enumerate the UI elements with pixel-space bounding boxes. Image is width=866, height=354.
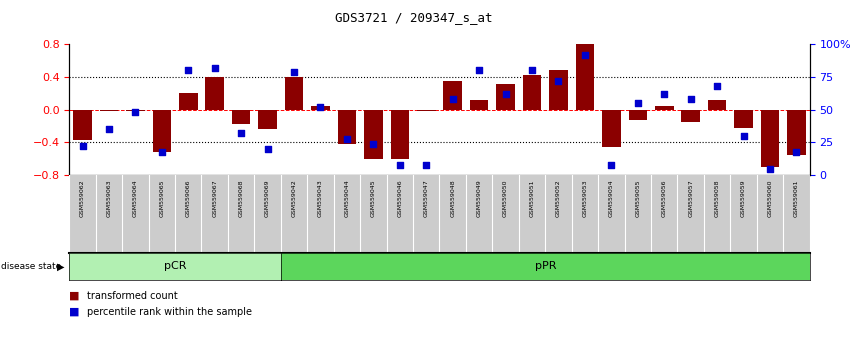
Text: GDS3721 / 209347_s_at: GDS3721 / 209347_s_at: [335, 11, 492, 24]
Bar: [443, 81, 462, 110]
Bar: [258, 110, 277, 129]
Bar: [391, 110, 409, 159]
Point: [472, 68, 486, 73]
Point: [128, 109, 142, 115]
Text: GSM559063: GSM559063: [107, 179, 112, 217]
Bar: [205, 77, 224, 110]
Bar: [364, 110, 383, 159]
Text: GSM559056: GSM559056: [662, 179, 667, 217]
Bar: [470, 100, 488, 110]
Text: GSM559050: GSM559050: [503, 179, 508, 217]
Point: [631, 101, 645, 106]
Point: [763, 166, 777, 172]
Bar: [100, 110, 118, 112]
Bar: [761, 110, 779, 167]
Bar: [179, 93, 197, 110]
Point: [313, 104, 327, 110]
Bar: [496, 84, 515, 110]
Point: [261, 146, 275, 152]
Text: GSM559052: GSM559052: [556, 179, 561, 217]
Point: [288, 69, 301, 75]
Text: GSM559061: GSM559061: [794, 179, 799, 217]
Text: GSM559064: GSM559064: [132, 179, 138, 217]
Text: GSM559065: GSM559065: [159, 179, 165, 217]
Text: GSM559055: GSM559055: [636, 179, 640, 217]
Bar: [655, 105, 674, 110]
Point: [710, 83, 724, 89]
Bar: [232, 110, 250, 125]
Bar: [708, 100, 727, 110]
Bar: [285, 77, 303, 110]
Bar: [549, 70, 568, 110]
Point: [234, 131, 248, 136]
Point: [155, 149, 169, 154]
Text: GSM559053: GSM559053: [583, 179, 587, 217]
Bar: [734, 110, 753, 128]
Text: GSM559048: GSM559048: [450, 179, 456, 217]
Text: percentile rank within the sample: percentile rank within the sample: [87, 307, 252, 316]
Point: [790, 149, 804, 154]
Text: disease state: disease state: [1, 262, 61, 271]
Bar: [74, 110, 92, 140]
Text: ■: ■: [69, 307, 80, 316]
Bar: [682, 110, 700, 122]
Text: GSM559043: GSM559043: [318, 179, 323, 217]
Text: ■: ■: [69, 291, 80, 301]
Point: [181, 68, 195, 73]
Text: pPR: pPR: [534, 261, 556, 272]
Point: [552, 78, 565, 84]
Text: GSM559051: GSM559051: [529, 179, 534, 217]
Point: [578, 52, 591, 58]
Text: GSM559045: GSM559045: [371, 179, 376, 217]
Text: GSM559054: GSM559054: [609, 179, 614, 217]
Text: GSM559058: GSM559058: [714, 179, 720, 217]
Bar: [602, 110, 621, 147]
Text: GSM559069: GSM559069: [265, 179, 270, 217]
Text: GSM559044: GSM559044: [345, 179, 350, 217]
Point: [393, 162, 407, 167]
Point: [102, 127, 116, 132]
Text: ▶: ▶: [57, 261, 65, 272]
Point: [366, 141, 380, 147]
Bar: [787, 110, 805, 155]
Point: [657, 91, 671, 97]
Text: GSM559060: GSM559060: [767, 179, 772, 217]
Text: GSM559049: GSM559049: [476, 179, 481, 217]
Point: [446, 96, 460, 102]
Text: GSM559057: GSM559057: [688, 179, 693, 217]
Point: [604, 162, 618, 167]
Text: transformed count: transformed count: [87, 291, 178, 301]
Point: [525, 68, 539, 73]
Bar: [629, 110, 647, 120]
Text: GSM559066: GSM559066: [186, 179, 191, 217]
Text: GSM559068: GSM559068: [239, 179, 243, 217]
Bar: [523, 75, 541, 110]
Point: [684, 96, 698, 102]
Bar: [152, 110, 171, 152]
Point: [737, 133, 751, 139]
Point: [419, 162, 433, 167]
Text: GSM559047: GSM559047: [423, 179, 429, 217]
Bar: [126, 110, 145, 112]
Text: GSM559067: GSM559067: [212, 179, 217, 217]
Text: GSM559046: GSM559046: [397, 179, 403, 217]
Text: GSM559062: GSM559062: [80, 179, 85, 217]
Text: pCR: pCR: [164, 261, 186, 272]
Point: [499, 91, 513, 97]
Text: GSM559042: GSM559042: [292, 179, 296, 217]
Bar: [576, 44, 594, 110]
Text: GSM559059: GSM559059: [741, 179, 746, 217]
Bar: [338, 110, 356, 144]
Point: [340, 136, 354, 141]
Point: [208, 65, 222, 71]
Point: [75, 144, 89, 149]
Bar: [311, 105, 330, 110]
